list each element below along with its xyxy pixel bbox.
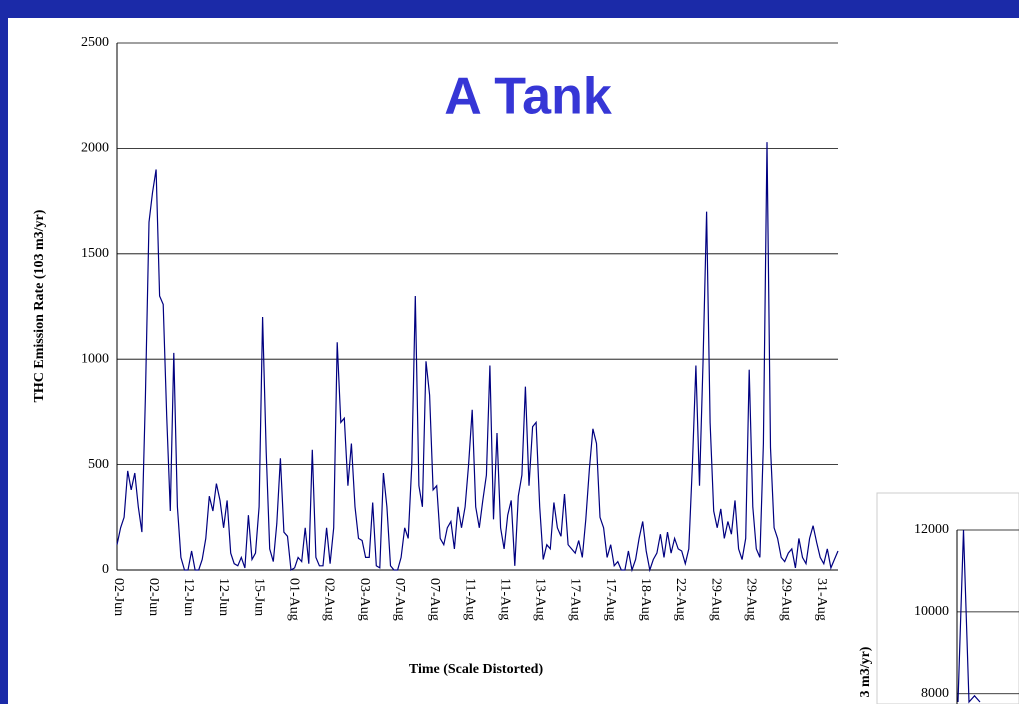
x-tick-label: 13-Aug <box>533 578 548 621</box>
x-tick-label: 02-Jun <box>111 578 126 616</box>
y-tick-label: 8000 <box>921 686 949 701</box>
x-tick-label: 03-Aug <box>357 578 372 621</box>
chart-panel <box>8 18 1019 704</box>
x-tick-label: 07-Aug <box>427 578 442 621</box>
x-tick-label: 18-Aug <box>638 578 653 621</box>
x-tick-label: 29-Aug <box>779 578 794 621</box>
chart-title: A Tank <box>444 68 612 126</box>
y-tick-label: 2500 <box>81 35 109 50</box>
y-tick-label: 500 <box>88 457 109 472</box>
y-tick-label: 12000 <box>914 522 949 537</box>
x-axis-label: Time (Scale Distorted) <box>409 662 544 677</box>
y-tick-label: 1000 <box>81 351 109 366</box>
x-tick-label: 15-Jun <box>251 578 266 616</box>
x-tick-label: 31-Aug <box>814 578 829 621</box>
x-tick-label: 02-Jun <box>146 578 161 616</box>
x-tick-label: 02-Aug <box>322 578 337 621</box>
x-tick-label: 12-Jun <box>216 578 231 616</box>
x-tick-label: 11-Aug <box>497 578 512 620</box>
y-tick-label: 1500 <box>81 246 109 261</box>
data-line <box>957 529 981 704</box>
y-axis-label: 3 m3/yr) <box>858 646 873 697</box>
y-axis-label: THC Emission Rate (103 m3/yr) <box>32 209 47 402</box>
second-chart-panel <box>876 492 1019 704</box>
x-tick-label: 29-Aug <box>743 578 758 621</box>
x-tick-label: 11-Aug <box>462 578 477 620</box>
y-tick-label: 10000 <box>914 604 949 619</box>
x-tick-label: 12-Jun <box>181 578 196 616</box>
data-line <box>116 142 839 573</box>
x-tick-label: 07-Aug <box>392 578 407 621</box>
x-tick-label: 01-Aug <box>287 578 302 621</box>
x-tick-label: 17-Aug <box>603 578 618 621</box>
x-tick-label: 29-Aug <box>708 578 723 621</box>
x-tick-label: 22-Aug <box>673 578 688 621</box>
y-tick-label: 0 <box>102 562 109 577</box>
y-tick-label: 2000 <box>81 141 109 156</box>
x-tick-label: 17-Aug <box>568 578 583 621</box>
